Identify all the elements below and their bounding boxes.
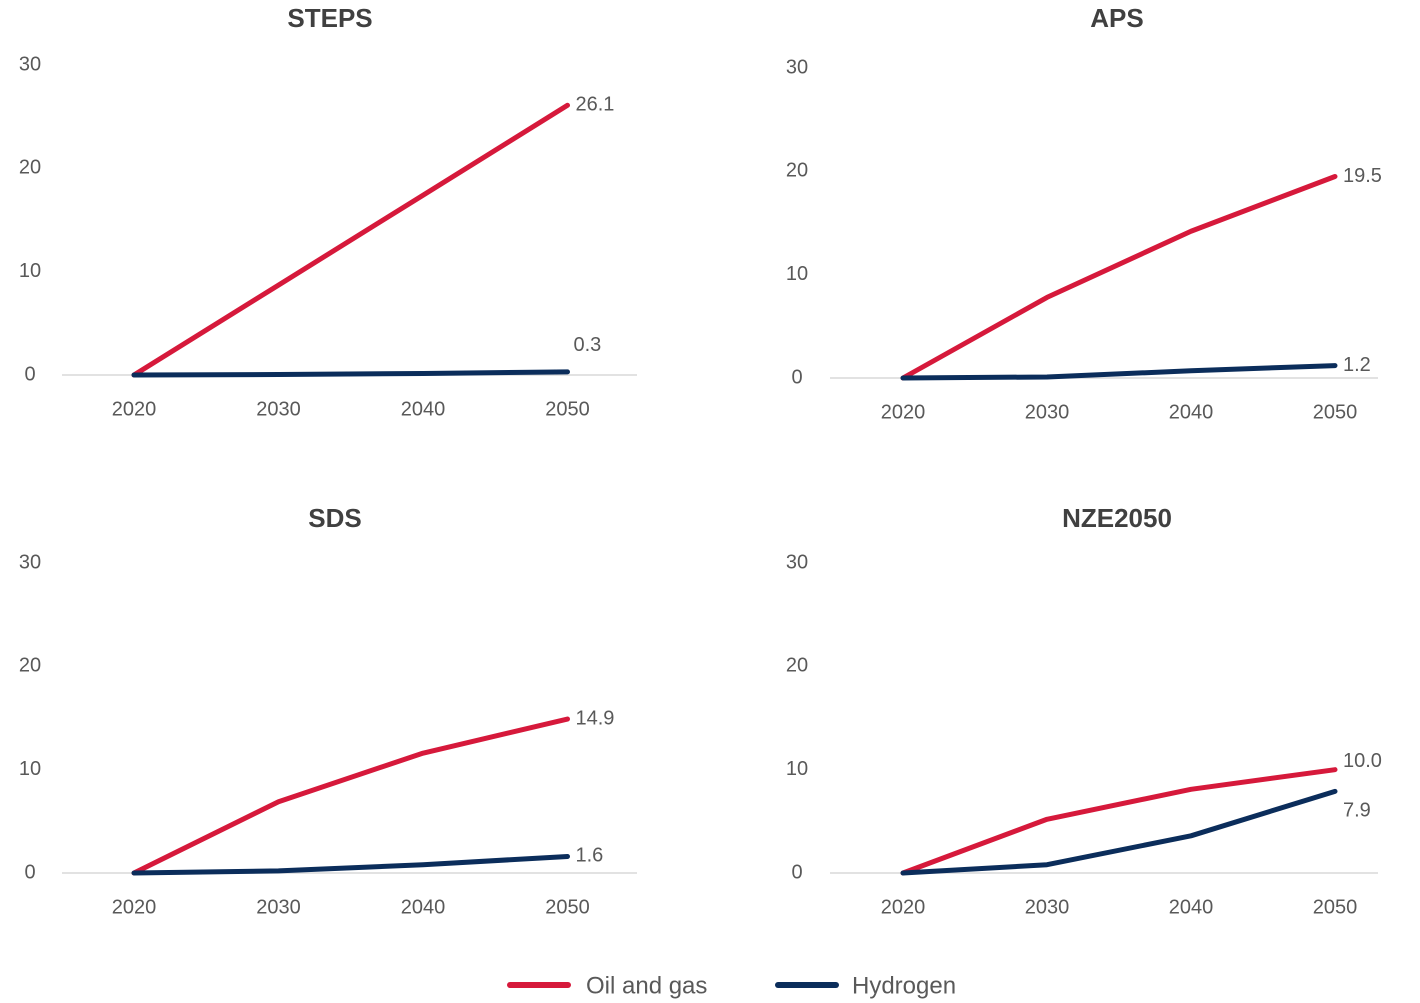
x-tick-label: 2050: [545, 398, 590, 420]
x-tick-label: 2020: [112, 398, 157, 420]
legend-label: Hydrogen: [852, 972, 956, 999]
chart-title: STEPS: [287, 3, 372, 33]
y-tick-label: 10: [786, 263, 808, 285]
series-line: [900, 767, 1338, 876]
data-label: 19.5: [1343, 165, 1382, 187]
y-tick-label: 10: [786, 758, 808, 780]
y-tick-label: 10: [19, 260, 41, 282]
y-tick-label: 0: [24, 363, 35, 385]
data-label: 26.1: [576, 94, 615, 116]
data-label: 10.0: [1343, 750, 1382, 772]
x-tick-label: 2020: [881, 401, 926, 423]
y-tick-label: 30: [786, 551, 808, 573]
y-tick-label: 20: [19, 655, 41, 677]
x-tick-label: 2050: [1313, 896, 1358, 918]
x-tick-label: 2030: [256, 896, 301, 918]
y-tick-label: 20: [786, 160, 808, 182]
y-tick-label: 0: [791, 861, 802, 883]
chart-title: SDS: [308, 503, 361, 533]
legend-label: Oil and gas: [586, 972, 707, 999]
data-label: 7.9: [1343, 800, 1371, 822]
series-line: [131, 853, 570, 876]
x-tick-label: 2040: [401, 398, 446, 420]
x-tick-label: 2020: [881, 896, 926, 918]
y-tick-label: 20: [19, 157, 41, 179]
series-line: [131, 716, 570, 876]
y-tick-label: 30: [19, 53, 41, 75]
x-tick-label: 2030: [1025, 896, 1070, 918]
series-line: [900, 788, 1338, 876]
chart-title: NZE2050: [1062, 503, 1172, 533]
x-tick-label: 2040: [1169, 896, 1214, 918]
data-label: 0.3: [574, 334, 602, 356]
series-line: [900, 174, 1338, 381]
x-tick-label: 2040: [401, 896, 446, 918]
chart-title: APS: [1090, 3, 1143, 33]
x-tick-label: 2050: [545, 896, 590, 918]
y-tick-label: 10: [19, 758, 41, 780]
x-tick-label: 2030: [256, 398, 301, 420]
x-tick-label: 2020: [112, 896, 157, 918]
series-line: [900, 363, 1338, 381]
y-tick-label: 20: [786, 655, 808, 677]
data-label: 1.6: [576, 845, 604, 867]
y-tick-label: 30: [19, 551, 41, 573]
x-tick-label: 2040: [1169, 401, 1214, 423]
series-line: [131, 102, 570, 378]
x-tick-label: 2030: [1025, 401, 1070, 423]
data-label: 1.2: [1343, 354, 1371, 376]
y-tick-label: 0: [791, 366, 802, 388]
data-label: 14.9: [576, 707, 615, 729]
x-tick-label: 2050: [1313, 401, 1358, 423]
y-tick-label: 30: [786, 56, 808, 78]
series-line: [131, 369, 570, 378]
y-tick-label: 0: [24, 861, 35, 883]
